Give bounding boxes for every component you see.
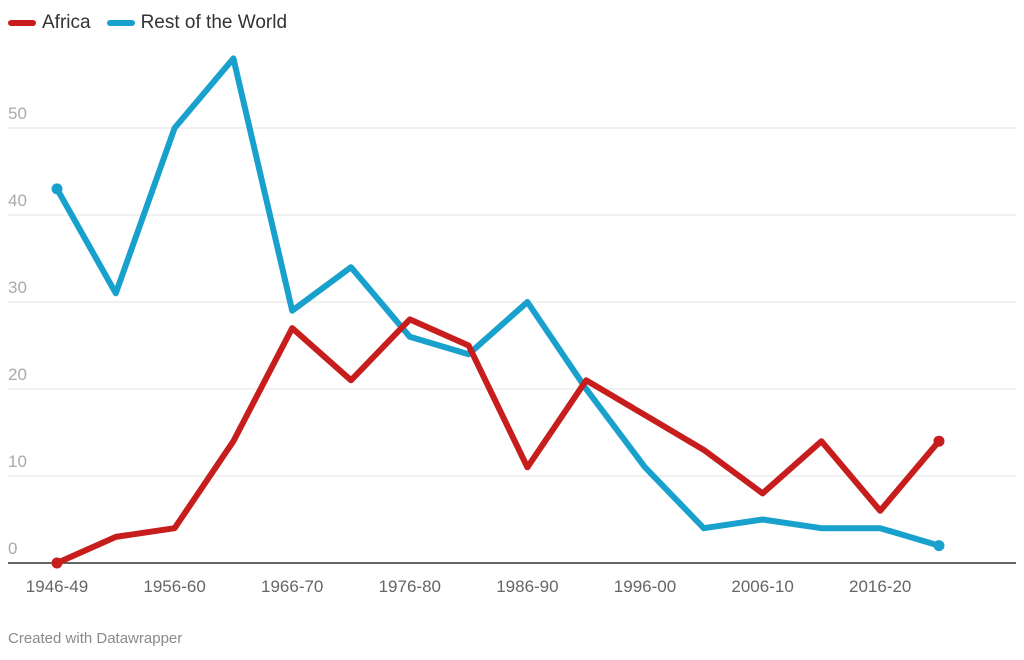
- x-tick-label: 1966-70: [261, 577, 323, 596]
- y-tick-label: 30: [8, 278, 27, 297]
- x-tick-label: 2016-20: [849, 577, 911, 596]
- y-tick-label: 20: [8, 365, 27, 384]
- x-tick-label: 1986-90: [496, 577, 558, 596]
- x-tick-label: 1976-80: [379, 577, 441, 596]
- footer-credit: Created with Datawrapper: [8, 630, 183, 647]
- x-tick-label: 2006-10: [731, 577, 793, 596]
- line-chart: 0 10 20 30 40 50 1946-49 1956-60 1966-70 1976-80 1…: [8, 55, 1016, 596]
- legend: Africa Rest of the World: [8, 12, 303, 34]
- series-line-rest-of-the-world: [54, 55, 942, 549]
- legend-label-africa: Africa: [42, 12, 91, 33]
- y-tick-label: 50: [8, 104, 27, 123]
- legend-swatch-rest-of-world: [106, 20, 135, 26]
- y-tick-label: 40: [8, 191, 27, 210]
- x-tick-label: 1996-00: [614, 577, 676, 596]
- y-tick-label: 0: [8, 539, 17, 558]
- legend-swatch-africa: [8, 20, 36, 26]
- x-tick-label: 1956-60: [143, 577, 205, 596]
- legend-item-africa: Africa: [8, 12, 91, 34]
- series-endpoint-africa: [933, 435, 945, 447]
- series-endpoint-africa: [51, 557, 63, 569]
- series-endpoint-rest-of-the-world: [933, 540, 945, 552]
- legend-item-rest-of-world: Rest of the World: [106, 12, 288, 34]
- legend-label-rest-of-world: Rest of the World: [140, 12, 288, 33]
- y-tick-label: 10: [8, 452, 27, 471]
- series-line-africa: [54, 316, 942, 566]
- x-tick-label: 1946-49: [26, 577, 88, 596]
- series-endpoint-rest-of-the-world: [51, 183, 63, 195]
